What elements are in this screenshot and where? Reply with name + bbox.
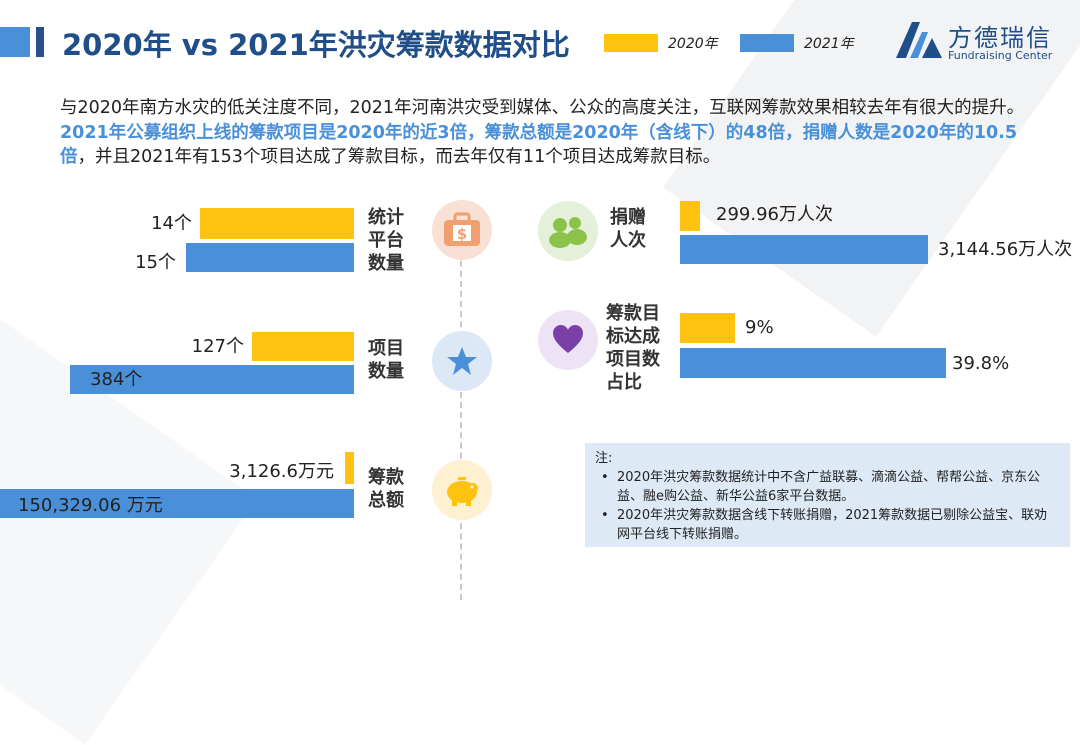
- page-title: 2020年 vs 2021年洪灾筹款数据对比: [62, 28, 570, 62]
- bar-label-donors-2020: 299.96万人次: [716, 204, 833, 225]
- bar-amount-2021: [0, 489, 354, 518]
- footnote-heading: 注:: [595, 451, 613, 466]
- logo-mark-icon: [896, 22, 942, 58]
- bar-donors-2021: [680, 235, 928, 264]
- intro-highlight: 2021年公募组织上线的筹款项目是2020年的近3倍，筹款总额是2020年（含线…: [60, 122, 1018, 168]
- legend-2020: 2020年: [604, 33, 718, 53]
- logo-cn-text: 方德瑞信: [948, 24, 1052, 52]
- intro-text: ，并且2021年有153个项目达成了筹款目标，而去年仅有11个项目达成筹款目标。: [77, 147, 721, 167]
- intro-text: 与2020年南方水灾的低关注度不同，2021年河南洪灾受到媒体、公众的高度关注，…: [60, 98, 1025, 118]
- category-label-projects: 项目 数量: [368, 338, 404, 382]
- bar-projects-2021: [70, 365, 354, 394]
- category-label-platforms: 统计 平台 数量: [368, 207, 404, 274]
- legend-swatch-2020: [604, 34, 658, 52]
- bar-label-goal-rate-2020: 9%: [745, 317, 774, 338]
- legend-swatch-2021: [740, 34, 794, 52]
- footnote-item: 2020年洪灾筹款数据统计中不含广益联募、滴滴公益、帮帮公益、京东公益、融e购公…: [595, 468, 1060, 506]
- bar-label-amount-2021: 150,329.06 万元: [18, 495, 163, 516]
- bar-label-goal-rate-2021: 39.8%: [952, 353, 1010, 374]
- category-label-donors: 捐赠 人次: [610, 207, 646, 251]
- bar-platforms-2020: [200, 208, 354, 239]
- bar-platforms-2021: [186, 243, 354, 272]
- bar-label-donors-2021: 3,144.56万人次: [938, 239, 1073, 260]
- bar-projects-2020: [252, 332, 354, 361]
- money-bag-icon: $: [432, 200, 492, 260]
- svg-text:$: $: [457, 225, 467, 243]
- bar-label-amount-2020: 3,126.6万元: [229, 461, 334, 482]
- brand-logo: 方德瑞信 Fundraising Center: [896, 18, 1066, 64]
- category-label-goal-rate: 筹款目 标达成 项目数 占比: [606, 303, 660, 393]
- footnote-item: 2020年洪灾筹款数据含线下转账捐赠，2021筹款数据已剔除公益宝、联劝网平台线…: [595, 506, 1060, 544]
- title-accent-bar: [0, 27, 46, 57]
- piggy-bank-icon: [432, 460, 492, 520]
- bar-donors-2020: [680, 201, 700, 231]
- intro-paragraph: 与2020年南方水灾的低关注度不同，2021年河南洪灾受到媒体、公众的高度关注，…: [60, 96, 1035, 170]
- legend-label-2020: 2020年: [668, 36, 718, 52]
- star-icon: [432, 331, 492, 391]
- people-icon: [538, 201, 598, 261]
- bar-goal-rate-2021: [680, 348, 946, 378]
- bar-label-projects-2021: 384个: [90, 369, 143, 390]
- bar-label-platforms-2020: 14个: [151, 213, 192, 234]
- footnote-box: 注: 2020年洪灾筹款数据统计中不含广益联募、滴滴公益、帮帮公益、京东公益、融…: [585, 443, 1070, 547]
- bar-goal-rate-2020: [680, 313, 735, 343]
- logo-en-text: Fundraising Center: [948, 49, 1053, 62]
- bar-label-platforms-2021: 15个: [135, 252, 176, 273]
- center-divider: [460, 200, 462, 600]
- bar-label-projects-2020: 127个: [191, 336, 244, 357]
- legend-label-2021: 2021年: [804, 36, 854, 52]
- legend-2021: 2021年: [740, 33, 854, 53]
- category-label-amount: 筹款 总额: [368, 467, 404, 511]
- heart-icon: [538, 310, 598, 370]
- bar-amount-2020: [345, 452, 354, 484]
